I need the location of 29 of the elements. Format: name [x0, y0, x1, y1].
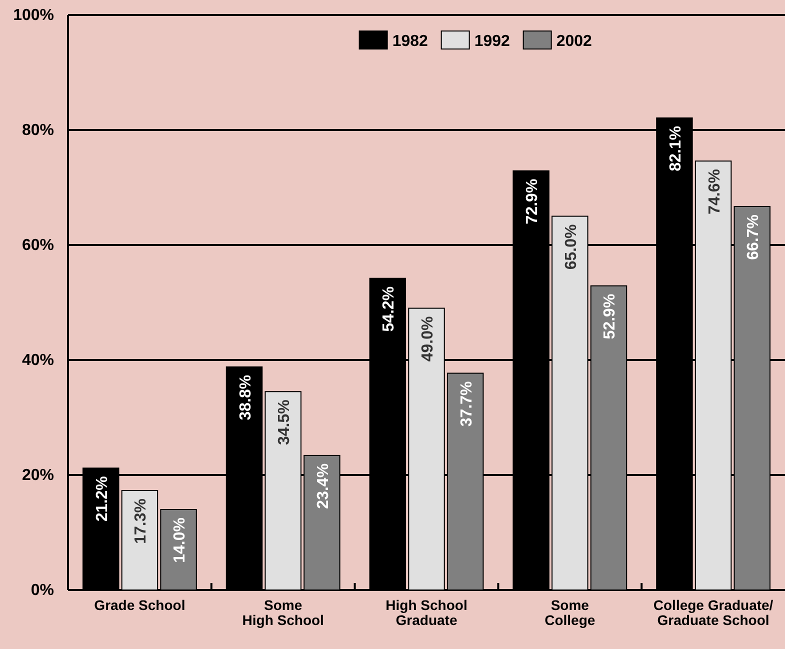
x-tick-label: Some College: [544, 597, 596, 628]
y-tick-label: 60%: [22, 237, 54, 254]
data-label: 74.6%: [706, 169, 724, 214]
legend-label: 1982: [392, 33, 428, 50]
data-label: 65.0%: [562, 224, 580, 270]
data-label: 49.0%: [420, 316, 436, 362]
x-tick-label: Some High School: [242, 597, 324, 628]
data-label: 66.7%: [745, 214, 762, 260]
legend-label: 2002: [556, 33, 592, 50]
data-label: 82.1%: [667, 126, 684, 172]
y-tick-label: 80%: [22, 122, 54, 140]
legend-label: 1992: [474, 33, 510, 50]
y-tick-label: 100%: [13, 7, 54, 24]
data-label: 23.4%: [314, 463, 332, 509]
x-tick-label: College Graduate/ Graduate School: [653, 597, 774, 628]
data-label: 38.8%: [237, 374, 254, 420]
data-label: 17.3%: [132, 498, 150, 544]
data-label: 34.5%: [276, 400, 294, 445]
data-label: 14.0%: [172, 518, 189, 563]
data-label: 72.9%: [524, 178, 542, 224]
data-label: 54.2%: [380, 286, 398, 332]
y-tick-label: 20%: [22, 467, 54, 484]
x-tick-label: High School Graduate: [386, 597, 468, 628]
y-tick-label: 40%: [22, 352, 54, 370]
data-label: 52.9%: [602, 294, 619, 340]
x-tick-label: Grade School: [94, 597, 186, 613]
y-tick-label: 0%: [30, 582, 54, 600]
data-label: 37.7%: [458, 381, 476, 427]
data-label: 21.2%: [94, 476, 111, 522]
